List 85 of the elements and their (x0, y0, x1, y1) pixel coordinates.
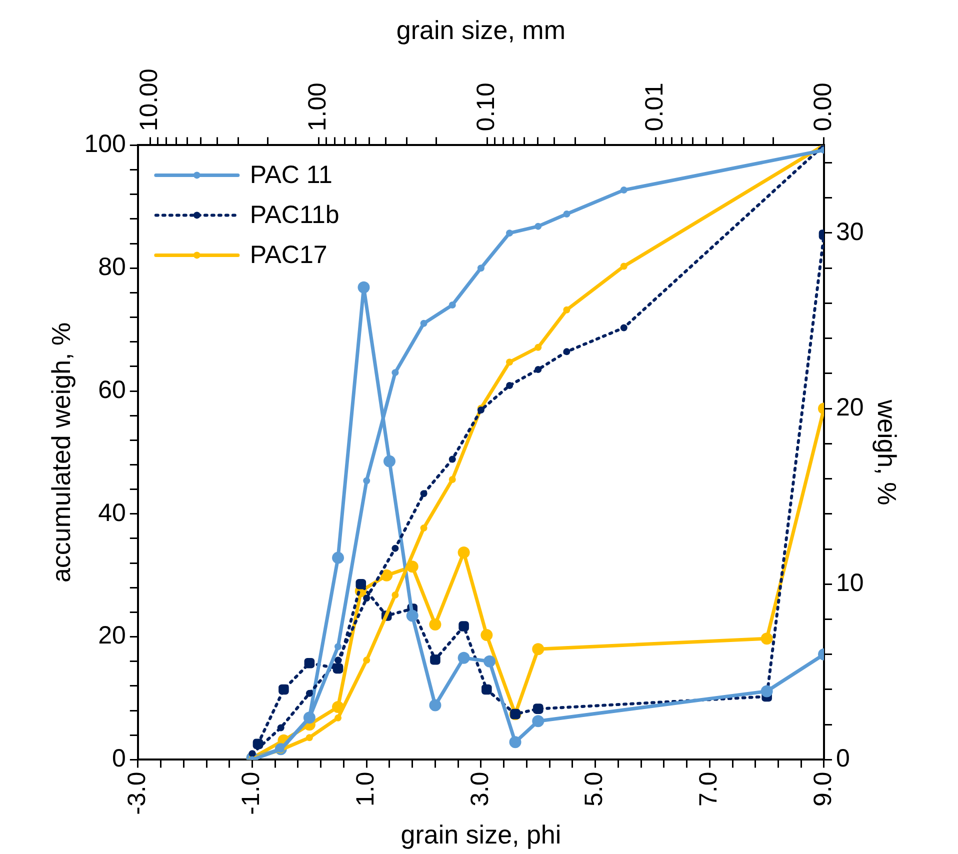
x-tick-label: 7.0 (694, 772, 723, 806)
point (334, 656, 342, 664)
point (477, 264, 484, 272)
point (534, 366, 542, 373)
x2-tick-label: 0.00 (808, 82, 837, 132)
point (420, 524, 428, 532)
x2-axis-title: grain size, mm (396, 14, 566, 45)
point (332, 663, 344, 674)
y2-tick-label: 20 (836, 393, 864, 422)
point (430, 654, 440, 665)
y-tick-label: 0 (112, 744, 126, 773)
y-tick-label: 80 (98, 252, 126, 281)
legend-label: PAC 11 (250, 161, 332, 190)
point (358, 281, 370, 294)
point (563, 348, 570, 356)
y2-tick-label: 0 (836, 744, 850, 773)
point (448, 301, 456, 308)
point (277, 724, 284, 732)
point (332, 552, 344, 564)
point (506, 230, 514, 237)
y-axis-title: accumulated weigh, % (46, 322, 76, 583)
x-tick-label: 1.0 (351, 772, 380, 806)
x-tick-label: 9.0 (808, 772, 837, 806)
y-tick-label: 40 (98, 498, 126, 527)
point (304, 658, 315, 668)
point (392, 369, 399, 376)
point (480, 629, 493, 642)
point (448, 476, 456, 483)
y-tick-label: 100 (84, 130, 126, 158)
point (563, 306, 570, 314)
point (392, 544, 399, 552)
point (532, 715, 544, 728)
point (363, 477, 370, 484)
point (760, 632, 773, 645)
point (429, 618, 442, 631)
point (534, 344, 542, 351)
point (620, 186, 628, 194)
point (306, 690, 313, 697)
point (420, 320, 428, 327)
y2-axis-title: weigh, % (872, 398, 902, 506)
point (306, 734, 313, 742)
point (458, 546, 470, 559)
point (392, 592, 399, 599)
x-tick-label: -1.0 (237, 772, 266, 815)
point (383, 455, 396, 468)
point (532, 643, 544, 656)
x2-tick-label: 10.00 (134, 68, 163, 132)
x2-tick-label: 0.01 (640, 82, 668, 132)
legend-label: PAC11b (250, 201, 340, 230)
y-tick-label: 60 (98, 376, 126, 404)
point (534, 222, 542, 230)
point (532, 704, 544, 714)
point (760, 685, 773, 698)
point (380, 569, 393, 582)
point (484, 655, 496, 668)
y2-tick-label: 10 (836, 569, 864, 598)
point (506, 382, 514, 389)
point (334, 643, 342, 650)
y2-tick-label: 30 (836, 218, 864, 246)
point (334, 714, 342, 722)
point (482, 684, 492, 695)
point (620, 324, 628, 332)
point (406, 610, 418, 622)
point (278, 684, 289, 695)
point (620, 262, 628, 270)
point (458, 621, 469, 632)
point (363, 656, 370, 664)
x2-tick-label: 0.10 (472, 82, 500, 132)
point (563, 210, 570, 218)
x-axis-title: grain size, phi (400, 820, 562, 850)
point (509, 736, 522, 748)
legend-label: PAC17 (250, 241, 328, 270)
point (429, 699, 442, 712)
point (448, 456, 456, 463)
point (356, 578, 366, 590)
point (420, 490, 428, 498)
x2-tick-label: 1.00 (303, 82, 332, 132)
point (248, 750, 256, 758)
point (363, 594, 370, 602)
x-tick-label: -3.0 (122, 772, 151, 815)
y-tick-label: 20 (98, 622, 126, 650)
point (458, 652, 470, 664)
x-tick-label: 5.0 (580, 772, 608, 806)
point (506, 358, 514, 366)
x-tick-label: 3.0 (466, 772, 494, 806)
